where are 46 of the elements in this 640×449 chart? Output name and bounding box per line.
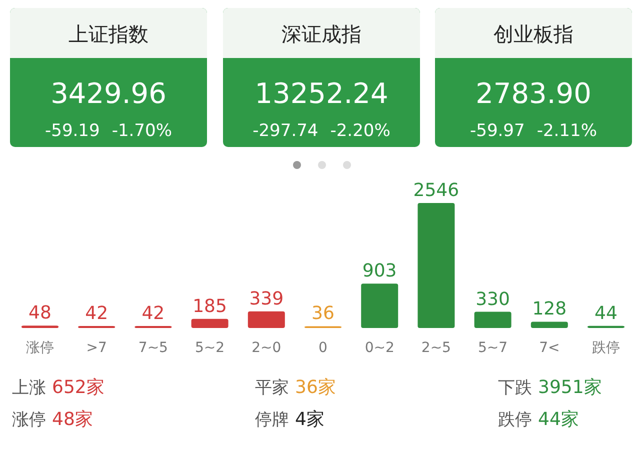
bar	[248, 311, 285, 328]
x-tick-label: 7~5	[138, 340, 168, 356]
x-tick-label: 0~2	[364, 340, 394, 356]
text: 3429.96	[50, 77, 166, 110]
x-tick-label: 2~0	[252, 340, 282, 356]
text: 涨停 48家	[12, 409, 93, 430]
data-label: 44	[594, 302, 618, 324]
text: 2783.90	[476, 77, 592, 110]
data-label: 128	[532, 298, 567, 320]
text: -59.19	[45, 121, 100, 141]
text: 上证指数	[68, 22, 148, 46]
x-tick-label: 跌停	[592, 340, 620, 356]
text: 深证成指	[282, 22, 362, 46]
text: 13252.24	[254, 77, 388, 110]
text: -59.97	[470, 121, 525, 141]
data-label: 2546	[413, 180, 460, 201]
bar	[474, 312, 512, 328]
text: 跌停 44家	[498, 409, 579, 430]
data-label: 48	[28, 302, 52, 324]
data-label: 903	[362, 260, 397, 282]
x-tick-label: 涨停	[26, 340, 54, 356]
text: 下跌 3951家	[498, 377, 602, 398]
bar	[191, 318, 228, 328]
x-tick-label: 2~5	[421, 340, 451, 356]
text: -2.11%	[536, 121, 597, 141]
data-label: 36	[312, 303, 334, 324]
text: 创业板指	[494, 22, 574, 46]
text: 停牌 4家	[255, 409, 324, 430]
data-label: 330	[476, 288, 510, 310]
bar	[530, 322, 568, 328]
data-label: 42	[142, 302, 165, 324]
text: 上涨 652家	[12, 377, 104, 398]
text: 平家 36家	[255, 377, 336, 398]
x-tick-label: 5~7	[478, 340, 508, 356]
x-tick-label: 0	[318, 340, 328, 356]
x-tick-label: 5~2	[195, 340, 225, 356]
x-tick-label: 7<	[539, 340, 560, 356]
text: -2.20%	[330, 121, 390, 141]
bar	[418, 203, 455, 328]
x-tick-label: >7	[86, 340, 107, 356]
data-label: 42	[85, 302, 108, 324]
data-label: 339	[249, 288, 284, 310]
text: -1.70%	[112, 121, 172, 141]
text: -297.74	[252, 121, 318, 141]
bar	[361, 284, 398, 328]
data-label: 185	[192, 296, 227, 317]
